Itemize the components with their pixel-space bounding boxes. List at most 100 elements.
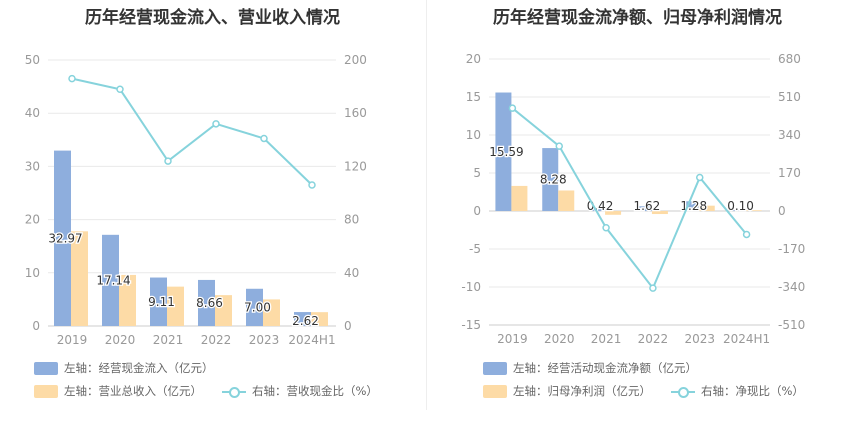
bar-series-2	[698, 205, 715, 211]
line-point	[742, 230, 751, 239]
chart-left-svg: 0 10 20 30 40 50 0 40 80 120 160 200 2019 2020 2021 202…	[25, 53, 367, 347]
data-label: 32.97	[48, 231, 82, 245]
bar-series-2	[71, 231, 88, 326]
bar-series-1	[635, 206, 652, 211]
line-point	[649, 284, 657, 292]
legend-swatch-bar	[34, 384, 58, 398]
line-point	[164, 157, 172, 165]
x-tick-label: 2020	[105, 333, 136, 347]
y-tick-left: 50	[25, 53, 40, 67]
y-tick-right: 0	[778, 204, 786, 218]
y-tick-right: 510	[778, 90, 801, 104]
data-label: 8.28	[540, 173, 567, 187]
line-series	[511, 107, 748, 291]
bar-series-2	[558, 190, 575, 211]
data-label: 7.00	[244, 300, 271, 314]
x-tick-label: 2023	[249, 333, 280, 347]
bar-series-2	[215, 295, 232, 326]
bar-series-2	[119, 274, 136, 326]
y-tick-right: 80	[344, 213, 359, 227]
bar-series-1	[682, 201, 699, 211]
chart-right-svg: -15-10-505101520-510-340-170017034051068…	[461, 52, 805, 346]
line-point	[308, 181, 316, 189]
chart-title-left: 历年经营现金流入、营业收入情况	[85, 8, 340, 28]
bar-series-1	[54, 150, 71, 326]
y-tick-left: 5	[473, 166, 481, 180]
y-tick-right: -340	[778, 280, 805, 294]
line-point	[602, 224, 610, 232]
y-tick-left: -10	[461, 280, 481, 294]
y-tick-right: 200	[344, 53, 367, 67]
x-tick-label: 2021	[153, 333, 184, 347]
legend-item-net-profit[interactable]: 左轴：归母净利润（亿元）	[483, 383, 651, 399]
data-label: 0.42	[587, 199, 614, 213]
line-point	[260, 134, 268, 143]
data-label: 1.62	[634, 199, 661, 213]
bar-series-1	[150, 277, 167, 326]
legend-swatch-bar	[483, 361, 507, 375]
bar-series-2	[511, 185, 528, 211]
bar-series-2	[311, 312, 328, 326]
legend-label: 左轴：营业总收入（亿元）	[64, 384, 202, 398]
y-tick-left: 10	[466, 128, 481, 142]
chart-panel-right: 历年经营现金流净额、归母净利润情况 -15 -10 -5 0 5 10 15 20 -510 -3…	[425, 0, 850, 437]
y-tick-right: -510	[778, 318, 805, 332]
y-tick-left: 20	[25, 213, 40, 227]
y-tick-right: 160	[344, 106, 367, 120]
bar-series-2	[263, 299, 280, 326]
line-series	[71, 77, 313, 186]
line-point	[696, 173, 704, 182]
chart-title-right: 历年经营现金流净额、归母净利润情况	[493, 8, 782, 28]
line-point	[116, 85, 124, 94]
y-tick-right: 40	[344, 266, 359, 280]
line-point	[555, 142, 563, 150]
x-tick-label: 2020	[544, 332, 575, 346]
x-tick-label: 2024H1	[288, 333, 335, 347]
panel-divider	[426, 0, 427, 410]
y-tick-left: 0	[32, 319, 40, 333]
legend-label: 左轴：归母净利润（亿元）	[513, 384, 651, 398]
legend-item-cash-inflow[interactable]: 左轴：经营现金流入（亿元）	[34, 360, 214, 376]
data-label: 2.62	[292, 314, 319, 328]
data-label: 0.10	[727, 199, 754, 213]
legend-swatch-bar	[483, 384, 507, 398]
legend-item-net-cash[interactable]: 左轴：经营活动现金流净额（亿元）	[483, 360, 697, 376]
y-tick-left: -15	[461, 318, 481, 332]
data-label: 15.59	[489, 145, 523, 159]
bar-series-1	[198, 279, 215, 326]
y-tick-right: 170	[778, 166, 801, 180]
x-tick-label: 2023	[684, 332, 715, 346]
line-point	[508, 104, 517, 112]
y-tick-left: 0	[473, 204, 481, 218]
data-label: 8.66	[196, 296, 223, 310]
line-point	[68, 74, 76, 83]
y-tick-right: 0	[344, 319, 352, 333]
data-label: 9.11	[148, 295, 175, 309]
bar-series-1	[542, 148, 559, 211]
data-label: 1.28	[680, 199, 707, 213]
bar-series-1	[729, 210, 746, 211]
legend-label: 左轴：经营活动现金流净额（亿元）	[513, 361, 697, 375]
x-tick-label: 2021	[591, 332, 622, 346]
line-point	[212, 120, 220, 128]
x-tick-label: 2022	[638, 332, 669, 346]
legend-item-ratio[interactable]: 右轴：营收现金比（%）	[222, 383, 378, 399]
bar-series-1	[102, 234, 119, 326]
y-tick-right: 120	[344, 159, 367, 173]
bar-series-2	[651, 211, 668, 215]
y-tick-right: 680	[778, 52, 801, 66]
x-tick-label: 2019	[497, 332, 528, 346]
bar-series-1	[589, 207, 606, 211]
legend-swatch-bar	[34, 361, 58, 375]
x-tick-label: 2024H1	[723, 332, 770, 346]
y-tick-left: 40	[25, 106, 40, 120]
bar-series-2	[745, 210, 762, 211]
bar-series-1	[294, 312, 311, 326]
y-tick-left: 10	[25, 266, 40, 280]
legend-label: 左轴：经营现金流入（亿元）	[64, 361, 214, 375]
legend-label: 右轴：营收现金比（%）	[252, 384, 378, 398]
legend-item-revenue[interactable]: 左轴：营业总收入（亿元）	[34, 383, 202, 399]
bar-series-2	[167, 286, 184, 326]
legend-item-net-ratio[interactable]: 右轴：净现比（%）	[671, 383, 804, 399]
y-tick-right: -170	[778, 242, 805, 256]
